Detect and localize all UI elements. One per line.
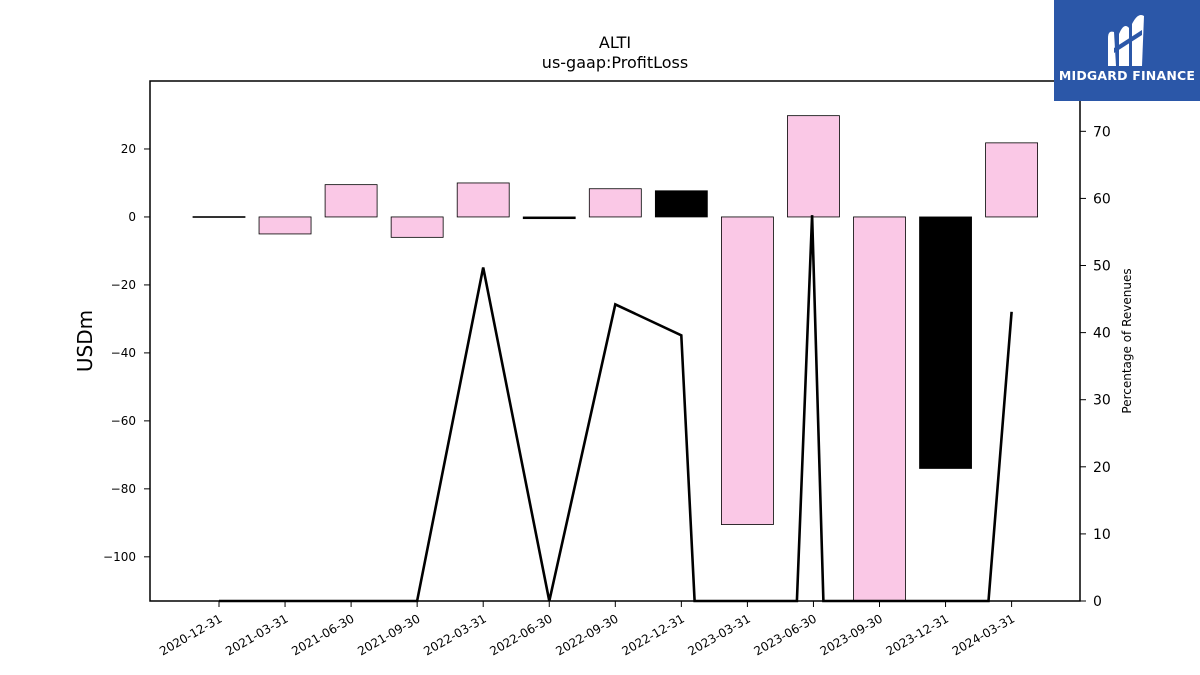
bars-layer [192, 115, 1038, 602]
logo-text: MIDGARD FINANCE [1058, 68, 1196, 83]
x-tick-label: 2022-12-31 [619, 611, 686, 658]
bar-2021-09-30 [390, 216, 444, 238]
x-tick-label: 2022-06-30 [487, 611, 554, 658]
x-tick-label: 2022-09-30 [553, 611, 620, 658]
y-tick-label: −20 [111, 278, 136, 292]
y2-tick-label: 0 [1093, 594, 1102, 610]
x-tick-label: 2024-03-31 [950, 611, 1017, 658]
y2-tick-label: 60 [1093, 191, 1111, 207]
x-tick-label: 2020-12-31 [157, 611, 224, 658]
y2-tick-label: 20 [1093, 460, 1111, 476]
bar-2021-03-31 [258, 216, 312, 235]
y2-tick-label: 70 [1093, 124, 1111, 140]
bar-2023-09-30 [853, 216, 906, 602]
x-tick-label: 2023-12-31 [884, 611, 951, 658]
x-axis: 2020-12-312021-03-312021-06-302021-09-30… [157, 601, 1017, 658]
x-tick-label: 2021-06-30 [289, 611, 356, 658]
y2-tick-label: 10 [1093, 527, 1111, 543]
bar-2023-12-31 [919, 216, 972, 469]
y-tick-label: −100 [103, 550, 136, 564]
chart-subtitle: us-gaap:ProfitLoss [542, 53, 688, 72]
y-tick-label: −60 [111, 414, 136, 428]
bar-2023-06-30 [787, 115, 840, 218]
y-tick-label: −80 [111, 482, 136, 496]
y2-tick-label: 40 [1093, 326, 1111, 342]
y-axis-label: USDm [73, 310, 97, 372]
y-tick-label: −40 [111, 346, 136, 360]
y-tick-label: 20 [121, 142, 136, 156]
x-tick-label: 2022-03-31 [421, 611, 488, 658]
x-tick-label: 2023-03-31 [685, 611, 752, 658]
x-tick-label: 2021-03-31 [223, 611, 290, 658]
x-tick-label: 2023-06-30 [752, 611, 819, 658]
y2-tick-label: 30 [1093, 393, 1111, 409]
y-tick-label: 0 [128, 210, 136, 224]
right-axis: 0 10 20 30 40 50 60 70 [1080, 124, 1111, 610]
bar-2022-06-30 [522, 216, 576, 220]
bar-2022-09-30 [588, 188, 642, 218]
bar-2020-12-31 [192, 216, 246, 218]
midgard-logo-icon [1108, 15, 1144, 67]
bar-2021-06-30 [324, 184, 378, 218]
brand-logo: MIDGARD FINANCE [1054, 0, 1200, 101]
y2-tick-label: 50 [1093, 259, 1111, 275]
y2-axis-label: Percentage of Revenues [1120, 268, 1134, 413]
bar-2024-03-31 [985, 142, 1038, 218]
bar-2023-03-31 [721, 216, 774, 525]
bar-2022-12-31 [654, 190, 708, 218]
bar-2022-03-31 [456, 182, 510, 218]
left-axis: 20 0 −20 −40 −60 −80 −100 [103, 142, 150, 564]
x-tick-label: 2023-09-30 [818, 611, 885, 658]
x-tick-label: 2021-09-30 [355, 611, 422, 658]
chart-title: ALTI [599, 33, 631, 52]
